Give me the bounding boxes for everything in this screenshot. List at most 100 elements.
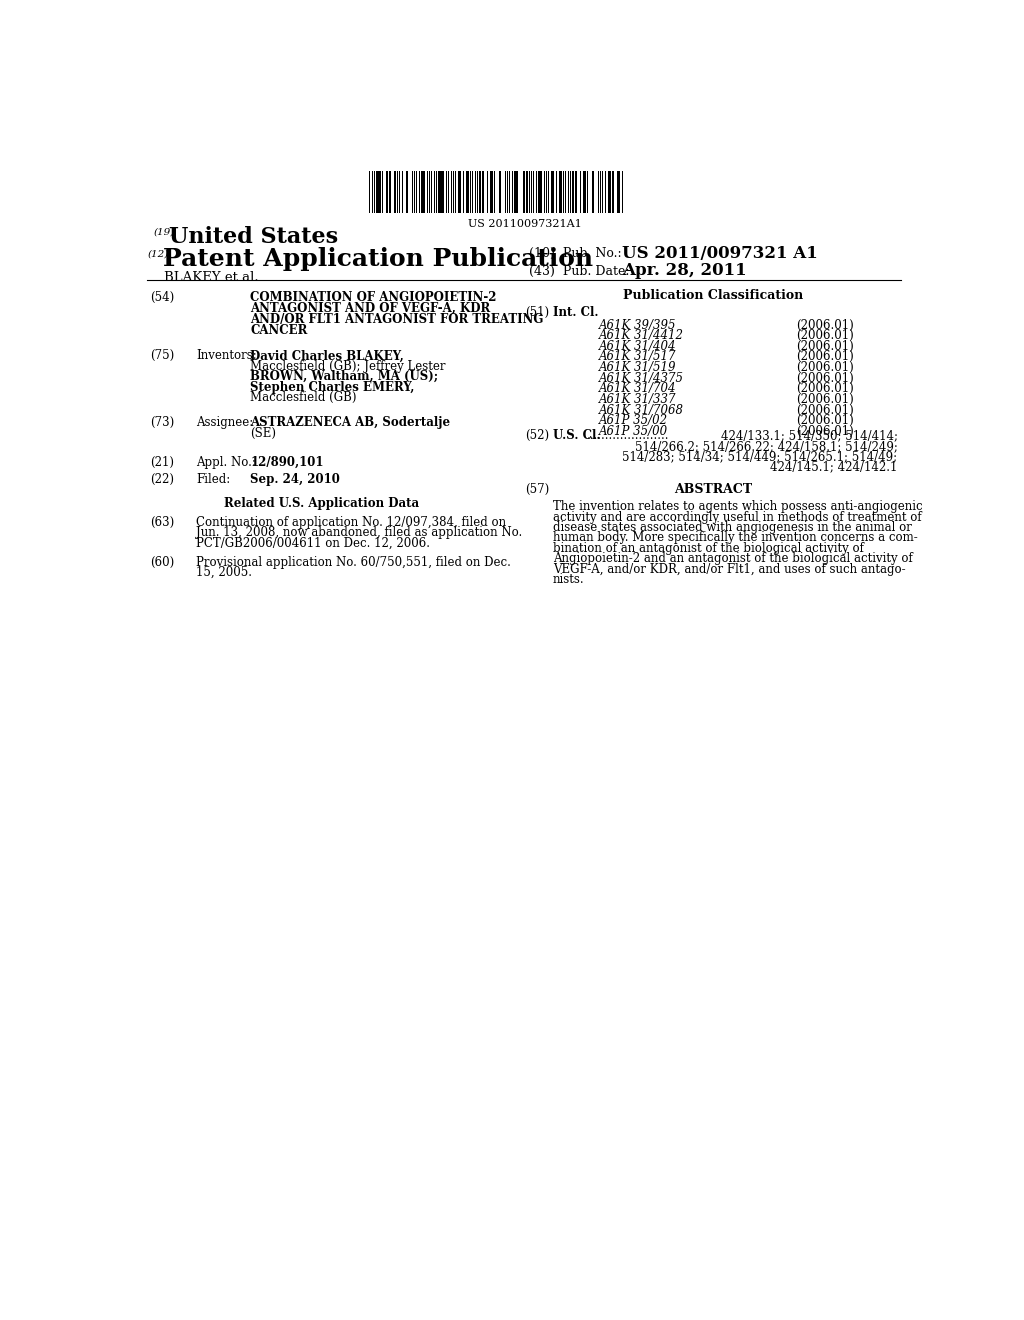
Text: (2006.01): (2006.01) (796, 425, 854, 438)
Bar (494, 170, 496, 213)
Text: A61K 31/404: A61K 31/404 (599, 339, 677, 352)
Text: COMBINATION OF ANGIOPOIETIN-2: COMBINATION OF ANGIOPOIETIN-2 (251, 290, 497, 304)
Text: United States: United States (169, 226, 338, 248)
Text: US 20110097321A1: US 20110097321A1 (468, 219, 582, 230)
Text: 424/145.1; 424/142.1: 424/145.1; 424/142.1 (770, 461, 898, 474)
Bar (598, 170, 599, 213)
Bar (538, 170, 540, 213)
Text: (2006.01): (2006.01) (796, 339, 854, 352)
Text: A61K 31/7068: A61K 31/7068 (599, 404, 684, 417)
Bar (575, 170, 577, 213)
Text: VEGF-A, and/or KDR, and/or Flt1, and uses of such antago-: VEGF-A, and/or KDR, and/or Flt1, and use… (553, 562, 905, 576)
Text: David Charles BLAKEY,: David Charles BLAKEY, (251, 350, 404, 363)
Text: A61K 31/4375: A61K 31/4375 (599, 372, 684, 384)
Text: A61K 31/4412: A61K 31/4412 (599, 329, 684, 342)
Text: (2006.01): (2006.01) (796, 362, 854, 374)
Bar (611, 170, 614, 213)
Text: 424/133.1; 514/350; 514/414;: 424/133.1; 514/350; 514/414; (721, 429, 898, 442)
Text: (12): (12) (147, 249, 169, 259)
Text: A61P 35/02: A61P 35/02 (599, 414, 669, 428)
Text: disease states associated with angiogenesis in the animal or: disease states associated with angiogene… (553, 521, 911, 535)
Text: (2006.01): (2006.01) (796, 383, 854, 395)
Bar (394, 170, 396, 213)
Text: Int. Cl.: Int. Cl. (553, 306, 598, 319)
Text: Inventors:: Inventors: (197, 350, 257, 363)
Text: human body. More specifically the invention concerns a com-: human body. More specifically the invent… (553, 532, 918, 544)
Text: A61K 31/704: A61K 31/704 (599, 383, 677, 395)
Bar (587, 170, 589, 213)
Text: Filed:: Filed: (197, 473, 230, 486)
Text: Provisional application No. 60/750,551, filed on Dec.: Provisional application No. 60/750,551, … (197, 556, 511, 569)
Text: Related U.S. Application Data: Related U.S. Application Data (224, 498, 419, 511)
Text: (73): (73) (150, 416, 174, 429)
Text: Angiopoietin-2 and an antagonist of the biological activity of: Angiopoietin-2 and an antagonist of the … (553, 552, 912, 565)
Text: AND/OR FLT1 ANTAGONIST FOR TREATING: AND/OR FLT1 ANTAGONIST FOR TREATING (251, 313, 544, 326)
Text: (63): (63) (150, 516, 174, 529)
Text: (2006.01): (2006.01) (796, 414, 854, 428)
Text: Appl. No.:: Appl. No.: (197, 455, 256, 469)
Bar (429, 170, 430, 213)
Text: Stephen Charles EMERY,: Stephen Charles EMERY, (251, 380, 415, 393)
Text: (2006.01): (2006.01) (796, 372, 854, 384)
Bar (453, 170, 455, 213)
Text: (75): (75) (150, 350, 174, 363)
Text: Assignee:: Assignee: (197, 416, 254, 429)
Text: A61K 31/517: A61K 31/517 (599, 350, 677, 363)
Text: Apr. 28, 2011: Apr. 28, 2011 (623, 263, 748, 280)
Text: CANCER: CANCER (251, 325, 308, 338)
Text: Patent Application Publication: Patent Application Publication (163, 247, 593, 271)
Bar (609, 170, 611, 213)
Bar (389, 170, 391, 213)
Bar (412, 170, 414, 213)
Text: (51): (51) (524, 306, 549, 319)
Text: (43)  Pub. Date:: (43) Pub. Date: (529, 264, 630, 277)
Text: BROWN, Waltham, MA (US);: BROWN, Waltham, MA (US); (251, 370, 438, 383)
Text: (52): (52) (524, 429, 549, 442)
Bar (438, 170, 439, 213)
Bar (585, 170, 586, 213)
Bar (500, 170, 501, 213)
Text: Publication Classification: Publication Classification (623, 289, 803, 302)
Bar (516, 170, 518, 213)
Text: ABSTRACT: ABSTRACT (674, 483, 753, 496)
Bar (523, 170, 524, 213)
Bar (592, 170, 594, 213)
Text: Continuation of application No. 12/097,384, filed on: Continuation of application No. 12/097,3… (197, 516, 506, 529)
Text: (57): (57) (524, 483, 549, 496)
Text: Sep. 24, 2010: Sep. 24, 2010 (251, 473, 340, 486)
Bar (482, 170, 483, 213)
Bar (440, 170, 442, 213)
Text: The invention relates to agents which possess anti-angiogenic: The invention relates to agents which po… (553, 500, 923, 513)
Bar (386, 170, 388, 213)
Bar (617, 170, 618, 213)
Bar (423, 170, 425, 213)
Bar (541, 170, 542, 213)
Text: 12/890,101: 12/890,101 (251, 455, 324, 469)
Text: Jun. 13, 2008, now abandoned, filed as application No.: Jun. 13, 2008, now abandoned, filed as a… (197, 527, 522, 539)
Bar (546, 170, 547, 213)
Text: Macclesfield (GB): Macclesfield (GB) (251, 391, 357, 404)
Bar (528, 170, 530, 213)
Bar (514, 170, 515, 213)
Text: U.S. Cl.: U.S. Cl. (553, 429, 600, 442)
Text: ANTAGONIST AND OF VEGF-A, KDR: ANTAGONIST AND OF VEGF-A, KDR (251, 302, 490, 315)
Bar (458, 170, 460, 213)
Text: bination of an antagonist of the biological activity of: bination of an antagonist of the biologi… (553, 543, 863, 554)
Bar (563, 170, 564, 213)
Text: A61K 31/337: A61K 31/337 (599, 393, 677, 407)
Text: Macclesfield (GB); Jeffrey Lester: Macclesfield (GB); Jeffrey Lester (251, 360, 445, 372)
Text: ASTRAZENECA AB, Sodertalje: ASTRAZENECA AB, Sodertalje (251, 416, 451, 429)
Text: US 2011/0097321 A1: US 2011/0097321 A1 (623, 244, 818, 261)
Text: ......................: ...................... (587, 429, 670, 442)
Text: BLAKEY et al.: BLAKEY et al. (165, 271, 259, 284)
Text: (10)  Pub. No.:: (10) Pub. No.: (529, 247, 622, 260)
Text: (2006.01): (2006.01) (796, 318, 854, 331)
Bar (467, 170, 469, 213)
Text: 514/266.2; 514/266.22; 424/158.1; 514/249;: 514/266.2; 514/266.22; 424/158.1; 514/24… (635, 440, 898, 453)
Bar (407, 170, 408, 213)
Text: A61K 31/519: A61K 31/519 (599, 362, 677, 374)
Bar (421, 170, 423, 213)
Bar (569, 170, 571, 213)
Text: PCT/GB2006/004611 on Dec. 12, 2006.: PCT/GB2006/004611 on Dec. 12, 2006. (197, 536, 430, 549)
Text: (54): (54) (150, 290, 174, 304)
